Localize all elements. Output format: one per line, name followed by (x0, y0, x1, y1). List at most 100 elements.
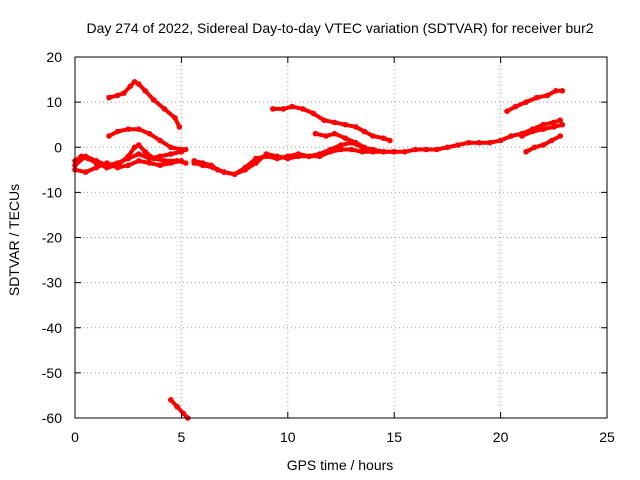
data-point (540, 126, 546, 132)
data-point (114, 92, 121, 99)
data-point (191, 160, 197, 166)
y-tick-label: 20 (46, 49, 62, 65)
data-point (523, 149, 529, 155)
data-point (280, 106, 287, 112)
data-point (487, 139, 493, 146)
data-point (174, 158, 180, 164)
data-point (136, 142, 142, 148)
x-tick-label: 5 (178, 429, 186, 445)
data-point (316, 151, 323, 157)
y-tick-label: -20 (42, 230, 62, 246)
data-point (531, 144, 538, 151)
data-point (78, 153, 85, 160)
data-point (321, 117, 327, 123)
data-point (342, 121, 349, 128)
data-point (274, 155, 281, 162)
data-point (512, 103, 519, 110)
data-point (540, 142, 546, 148)
data-point (391, 149, 398, 155)
y-tick-label: -40 (42, 320, 62, 336)
data-point (142, 149, 148, 155)
data-point (548, 137, 555, 144)
data-point (412, 146, 419, 153)
data-point (402, 149, 408, 155)
data-point (168, 151, 174, 157)
data-point (331, 130, 338, 137)
data-point (289, 103, 295, 110)
data-point (434, 146, 440, 153)
data-point (93, 160, 100, 166)
data-point (423, 146, 429, 153)
data-point (136, 126, 142, 132)
y-tick-labels: -60 -50 -40 -30 -20 -10 0 10 20 (42, 49, 62, 426)
data-point (361, 128, 368, 135)
data-point (174, 403, 180, 410)
data-point (157, 162, 163, 169)
data-point (104, 164, 110, 171)
data-point (519, 133, 525, 139)
data-point (331, 119, 338, 126)
data-point (146, 160, 153, 166)
data-point (106, 133, 112, 139)
data-point (359, 149, 366, 155)
data-point (114, 162, 121, 169)
x-tick-label: 0 (71, 429, 79, 445)
data-point (353, 124, 359, 130)
data-point (161, 158, 168, 164)
data-point (497, 137, 504, 144)
data-point (125, 153, 131, 160)
data-point (523, 99, 529, 105)
data-point (476, 139, 483, 146)
data-point (125, 126, 131, 132)
data-point (121, 90, 127, 96)
x-tick-label: 15 (386, 429, 402, 445)
data-point (559, 121, 566, 128)
data-point (295, 151, 302, 157)
data-point (285, 153, 291, 160)
data-point (338, 146, 344, 153)
data-point (270, 106, 276, 112)
data-point (306, 153, 312, 160)
y-tick-label: 0 (54, 139, 62, 155)
data-point (231, 171, 238, 178)
x-axis-label: GPS time / hours (287, 457, 394, 473)
data-point (93, 164, 100, 171)
data-point (559, 88, 566, 94)
data-point (370, 133, 376, 139)
data-point (114, 128, 121, 135)
data-point (380, 135, 387, 141)
data-series-layer (72, 79, 566, 421)
data-point (465, 139, 472, 146)
data-point (131, 79, 138, 85)
data-point (199, 162, 206, 169)
data-point (508, 133, 514, 139)
data-point (168, 397, 174, 403)
data-point (136, 81, 142, 87)
data-point (540, 121, 546, 128)
data-point (444, 144, 451, 151)
x-tick-label: 20 (493, 429, 509, 445)
data-point (348, 146, 355, 153)
data-point (136, 158, 142, 164)
data-point (534, 94, 540, 101)
data-point (342, 135, 349, 141)
data-point (210, 164, 217, 171)
data-point (327, 146, 334, 153)
data-point (370, 146, 376, 153)
data-point (150, 155, 157, 162)
data-point (182, 160, 189, 166)
data-point (263, 153, 270, 160)
data-point (544, 92, 551, 99)
data-point (387, 137, 393, 144)
data-point (150, 97, 157, 103)
x-tick-labels: 0 5 10 15 20 25 (71, 429, 615, 445)
data-point (182, 146, 189, 153)
data-point (380, 149, 387, 155)
data-point (529, 128, 536, 135)
data-point (127, 83, 134, 90)
data-point (85, 155, 91, 162)
data-point (106, 94, 112, 101)
data-point (221, 169, 227, 175)
x-tick-label: 25 (599, 429, 615, 445)
